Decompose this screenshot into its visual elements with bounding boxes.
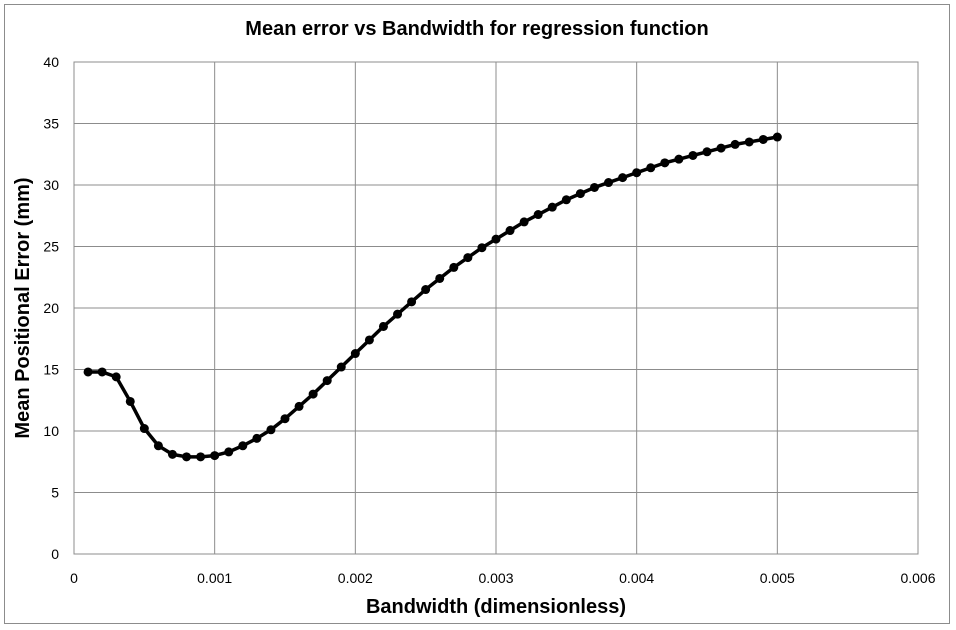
x-axis-title: Bandwidth (dimensionless) bbox=[366, 596, 626, 618]
data-point bbox=[125, 396, 135, 406]
data-point bbox=[435, 273, 445, 283]
chart-frame bbox=[4, 4, 950, 624]
data-point bbox=[744, 137, 754, 147]
x-tick-label: 0.006 bbox=[900, 570, 935, 586]
y-tick-label: 35 bbox=[43, 116, 59, 132]
y-tick-label: 10 bbox=[43, 423, 59, 439]
data-point bbox=[547, 202, 557, 212]
data-point bbox=[730, 139, 740, 149]
data-point bbox=[519, 217, 529, 227]
y-tick-label: 20 bbox=[43, 300, 59, 316]
data-point bbox=[294, 401, 304, 411]
y-tick-label: 0 bbox=[51, 546, 59, 562]
data-point bbox=[139, 424, 149, 434]
data-point bbox=[463, 253, 473, 263]
data-point bbox=[646, 163, 656, 173]
data-point bbox=[688, 150, 698, 160]
data-point bbox=[758, 134, 768, 144]
data-point bbox=[575, 189, 585, 199]
data-point bbox=[111, 372, 121, 382]
plot-area-border bbox=[73, 61, 919, 555]
data-series bbox=[83, 132, 782, 462]
y-tick-label: 15 bbox=[43, 362, 59, 378]
data-point bbox=[674, 154, 684, 164]
data-point bbox=[589, 182, 599, 192]
y-tick-label: 40 bbox=[43, 54, 59, 70]
x-tick-label: 0.004 bbox=[619, 570, 654, 586]
data-point bbox=[632, 168, 642, 178]
chart-title: Mean error vs Bandwidth for regression f… bbox=[245, 18, 708, 40]
data-point bbox=[252, 433, 262, 443]
data-point bbox=[533, 210, 543, 220]
data-point bbox=[336, 362, 346, 372]
data-point bbox=[702, 147, 712, 157]
data-point bbox=[280, 414, 290, 424]
data-point bbox=[505, 226, 515, 236]
data-point bbox=[364, 335, 374, 345]
grid-lines bbox=[73, 61, 919, 555]
data-point bbox=[153, 441, 163, 451]
data-point bbox=[378, 321, 388, 331]
data-point bbox=[772, 132, 782, 142]
data-point bbox=[407, 297, 417, 307]
y-tick-label: 5 bbox=[51, 485, 59, 501]
data-point bbox=[350, 349, 360, 359]
data-point bbox=[604, 178, 614, 188]
data-point bbox=[266, 425, 276, 435]
data-point bbox=[477, 243, 487, 253]
x-tick-label: 0 bbox=[70, 570, 78, 586]
tick-labels: 0 5 10 15 20 25 30 35 40 0 0.001 0.002 0.003 0.004 0.0… bbox=[43, 54, 935, 586]
data-point bbox=[491, 234, 501, 244]
data-point bbox=[393, 309, 403, 319]
data-point bbox=[449, 262, 459, 272]
data-point bbox=[660, 158, 670, 168]
data-point bbox=[716, 143, 726, 153]
data-point bbox=[322, 376, 332, 386]
data-point bbox=[238, 441, 248, 451]
data-point bbox=[167, 449, 177, 459]
x-tick-label: 0.003 bbox=[478, 570, 513, 586]
x-tick-label: 0.001 bbox=[197, 570, 232, 586]
x-tick-label: 0.005 bbox=[760, 570, 795, 586]
data-point bbox=[97, 367, 107, 377]
x-tick-label: 0.002 bbox=[338, 570, 373, 586]
data-point bbox=[561, 195, 571, 205]
y-axis-title: Mean Positional Error (mm) bbox=[12, 177, 34, 438]
data-point bbox=[308, 389, 318, 399]
data-point bbox=[421, 285, 431, 295]
data-point bbox=[83, 367, 93, 377]
data-point bbox=[196, 452, 206, 462]
data-point bbox=[618, 173, 628, 183]
y-tick-label: 30 bbox=[43, 177, 59, 193]
data-point bbox=[210, 451, 220, 461]
data-point bbox=[224, 447, 234, 457]
y-tick-label: 25 bbox=[43, 239, 59, 255]
data-point bbox=[182, 452, 192, 462]
